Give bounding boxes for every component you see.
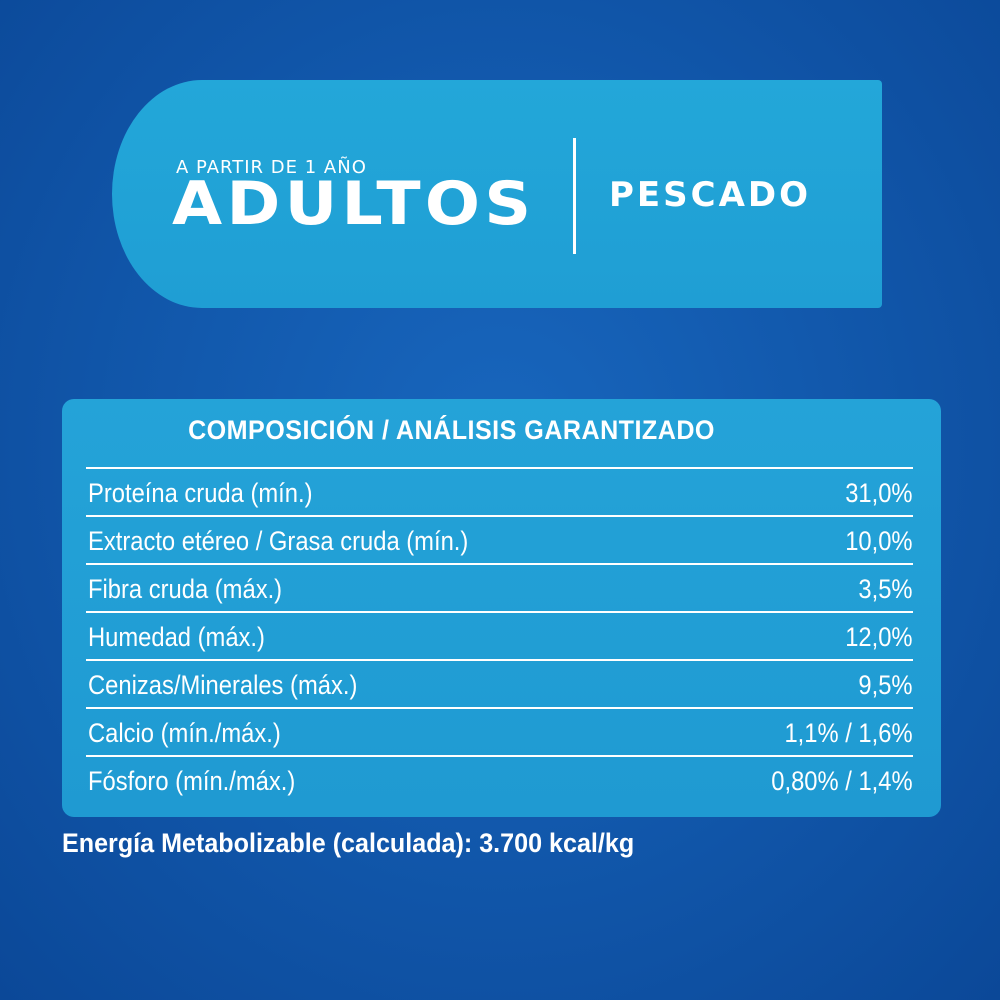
- age-subtitle: A PARTIR DE 1 AÑO: [176, 157, 367, 178]
- banner-divider: [573, 138, 576, 254]
- row-label: Humedad (máx.): [88, 622, 265, 652]
- table-row: Fósforo (mín./máx.) 0,80% / 1,4%: [86, 755, 913, 803]
- table-row: Extracto etéreo / Grasa cruda (mín.) 10,…: [86, 515, 913, 563]
- row-label: Extracto etéreo / Grasa cruda (mín.): [88, 526, 469, 556]
- row-value: 9,5%: [858, 670, 913, 700]
- product-banner: [112, 80, 882, 308]
- flavor-label: PESCADO: [609, 175, 812, 215]
- row-value: 31,0%: [845, 478, 913, 508]
- row-label: Cenizas/Minerales (máx.): [88, 670, 358, 700]
- table-row: Humedad (máx.) 12,0%: [86, 611, 913, 659]
- table-row: Cenizas/Minerales (máx.) 9,5%: [86, 659, 913, 707]
- row-label: Calcio (mín./máx.): [88, 718, 281, 748]
- row-label: Fósforo (mín./máx.): [88, 766, 296, 796]
- row-value: 0,80% / 1,4%: [771, 766, 913, 796]
- row-label: Proteína cruda (mín.): [88, 478, 313, 508]
- row-value: 10,0%: [845, 526, 913, 556]
- row-label: Fibra cruda (máx.): [88, 574, 283, 604]
- row-value: 3,5%: [858, 574, 913, 604]
- analysis-table: Proteína cruda (mín.) 31,0% Extracto eté…: [86, 467, 913, 803]
- table-row: Calcio (mín./máx.) 1,1% / 1,6%: [86, 707, 913, 755]
- analysis-title: COMPOSICIÓN / ANÁLISIS GARANTIZADO: [188, 415, 715, 445]
- row-value: 12,0%: [845, 622, 913, 652]
- row-value: 1,1% / 1,6%: [784, 718, 913, 748]
- life-stage-title: ADULTOS: [172, 169, 536, 239]
- energy-statement: Energía Metabolizable (calculada): 3.700…: [62, 828, 635, 858]
- table-row: Fibra cruda (máx.) 3,5%: [86, 563, 913, 611]
- table-row: Proteína cruda (mín.) 31,0%: [86, 467, 913, 515]
